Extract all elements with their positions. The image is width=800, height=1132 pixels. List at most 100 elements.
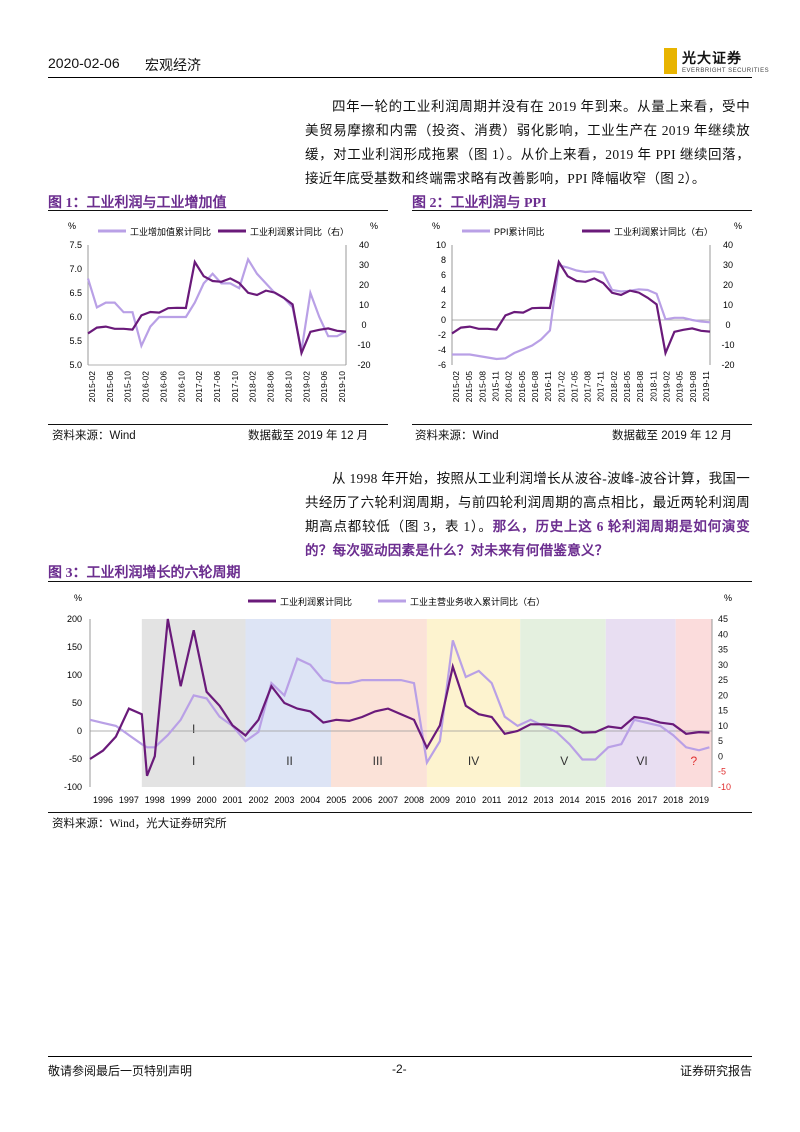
company-logo: 光大证券 EVERBRIGHT SECURITIES <box>664 48 769 74</box>
fig2-x-tick: 2019-05 <box>675 371 685 402</box>
fig1-x-tick: 2015-02 <box>87 371 97 402</box>
paragraph-1: 四年一轮的工业利润周期并没有在 2019 年到来。从量上来看，受中美贸易摩擦和内… <box>305 99 750 186</box>
fig1-right-tick: -20 <box>357 360 370 370</box>
fig3-bottom-rule <box>48 812 752 813</box>
logo-en: EVERBRIGHT SECURITIES <box>682 68 770 74</box>
fig1-series-2-line <box>87 259 347 357</box>
fig3-right-tick: 30 <box>718 660 728 670</box>
header-divider <box>48 77 752 78</box>
fig3-x-tick: 2006 <box>352 795 372 805</box>
fig2-left-tick: 6 <box>441 270 446 280</box>
fig2-x-tick: 2016-02 <box>504 371 514 402</box>
fig2-x-tick: 2018-11 <box>648 371 658 402</box>
fig2-x-tick: 2018-02 <box>609 371 619 402</box>
fig1-x-tick: 2015-06 <box>105 371 115 402</box>
fig2-right-tick: -10 <box>721 340 734 350</box>
fig3-x-tick: 2004 <box>300 795 320 805</box>
fig2-cutoff: 数据截至 2019 年 12 月 <box>612 430 733 442</box>
fig3-right-tick: -5 <box>718 767 726 777</box>
fig1-x-tick: 2017-06 <box>212 371 222 402</box>
fig1-legend-label-1: 工业增加值累计同比 <box>130 226 211 237</box>
fig3-left-tick: -100 <box>64 782 82 792</box>
fig3-cycle-label: ? <box>691 754 698 768</box>
fig1-left-tick: 5.5 <box>69 336 82 346</box>
fig2-right-tick: 30 <box>723 260 733 270</box>
fig2-title: 图 2：工业利润与 PPI <box>412 196 547 211</box>
fig3-x-tick: 1999 <box>171 795 191 805</box>
fig3-legend-label-2: 工业主营业务收入累计同比（右） <box>410 596 545 607</box>
fig2-series-1-line <box>452 263 711 361</box>
fig3-x-tick: 2003 <box>274 795 294 805</box>
fig3-x-tick: 2018 <box>663 795 683 805</box>
fig1-x-tick: 2018-02 <box>248 371 258 402</box>
fig2-top-rule <box>412 210 752 211</box>
page-number: -2- <box>392 1062 407 1076</box>
fig1-right-tick: 20 <box>359 280 369 290</box>
fig3-x-tick: 2013 <box>534 795 554 805</box>
fig1-x-tick: 2019-02 <box>301 371 311 402</box>
logo-mark-icon <box>664 48 677 74</box>
fig3-x-tick: 2019 <box>689 795 709 805</box>
fig3-cycle-band <box>331 619 427 787</box>
fig2-x-tick: 2019-02 <box>662 371 672 402</box>
fig2-left-tick: 4 <box>441 285 446 295</box>
fig2-left-tick: 10 <box>436 240 446 250</box>
report-date: 2020-02-06 <box>48 55 120 71</box>
report-category: 宏观经济 <box>145 59 201 74</box>
fig1-x-tick: 2019-06 <box>319 371 329 402</box>
fig3-cycle-label: III <box>373 754 383 768</box>
fig3-cycle-band <box>605 619 676 787</box>
fig3-title: 图 3：工业利润增长的六轮周期 <box>48 566 241 581</box>
fig3-left-tick: 150 <box>67 642 82 652</box>
fig1-x-tick: 2018-10 <box>283 371 293 402</box>
fig3-right-tick: 15 <box>718 706 728 716</box>
fig2-x-tick: 2016-08 <box>530 371 540 402</box>
fig1-right-tick: 10 <box>359 300 369 310</box>
fig2-x-tick: 2018-08 <box>635 371 645 402</box>
fig3-left-tick: 100 <box>67 670 82 680</box>
fig2-legend-label-1: PPI累计同比 <box>494 226 545 237</box>
fig1-x-tick: 2017-02 <box>194 371 204 402</box>
fig2-right-tick: -20 <box>721 360 734 370</box>
fig2-x-tick: 2016-05 <box>517 371 527 402</box>
fig3-x-tick: 1998 <box>145 795 165 805</box>
fig1-top-rule <box>48 210 388 211</box>
fig3-legend-label-1: 工业利润累计同比 <box>280 596 352 607</box>
fig1-title: 图 1：工业利润与工业增加值 <box>48 196 227 211</box>
fig3-x-tick: 2014 <box>559 795 579 805</box>
fig1-right-tick: 40 <box>359 240 369 250</box>
fig3-right-tick: -10 <box>718 782 731 792</box>
fig3-x-tick: 1996 <box>93 795 113 805</box>
fig2-x-tick: 2017-11 <box>596 371 606 402</box>
fig2-right-tick: 0 <box>725 320 730 330</box>
fig3-left-tick: 200 <box>67 614 82 624</box>
fig3-right-tick: 0 <box>718 751 723 761</box>
fig1-source: 资料来源：Wind <box>52 430 136 442</box>
fig3-top-rule <box>48 581 752 582</box>
fig3-cycle-band <box>245 619 332 787</box>
paragraph-2-text: 从 1998 年开始，按照从工业利润增长从波谷-波峰-波谷计算，我国一共经历了六… <box>305 471 750 534</box>
fig2-source: 资料来源：Wind <box>415 430 499 442</box>
fig1-left-tick: 5.0 <box>69 360 82 370</box>
fig2-left-tick: 8 <box>441 255 446 265</box>
fig3-x-tick: 2009 <box>430 795 450 805</box>
fig3-x-tick: 2015 <box>585 795 605 805</box>
fig3-x-tick: 2012 <box>508 795 528 805</box>
fig3-left-tick: 0 <box>77 726 82 736</box>
fig1-x-tick: 2019-10 <box>337 371 347 402</box>
fig2-x-tick: 2017-05 <box>569 371 579 402</box>
fig3-left-unit: % <box>74 593 82 603</box>
fig1-right-unit: % <box>370 221 378 231</box>
fig2-left-tick: -2 <box>438 330 446 340</box>
fig2-x-tick: 2015-11 <box>490 371 500 402</box>
fig3-x-tick: 2000 <box>197 795 217 805</box>
fig3-x-tick: 2011 <box>482 795 501 805</box>
fig3-x-tick: 2010 <box>456 795 476 805</box>
fig2-x-tick: 2018-05 <box>622 371 632 402</box>
fig3-cycle-band <box>426 619 521 787</box>
fig3-left-tick: -50 <box>69 754 82 764</box>
fig1-x-tick: 2016-02 <box>141 371 151 402</box>
footer-report-type: 证券研究报告 <box>679 1064 752 1078</box>
fig1-legend-label-2: 工业利润累计同比（右） <box>250 226 349 237</box>
fig1-series-1-line <box>86 256 347 351</box>
